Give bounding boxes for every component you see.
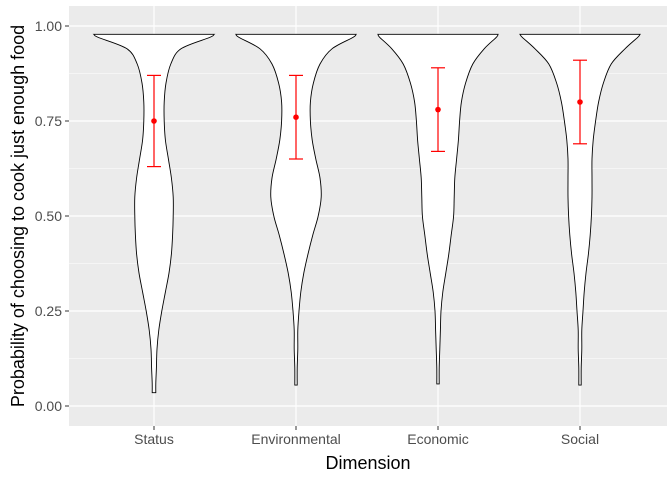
y-tick-label: 0.50 bbox=[35, 208, 62, 224]
violin-status bbox=[92, 33, 216, 394]
x-axis-title: Dimension bbox=[325, 453, 410, 473]
y-tick-label: 0.00 bbox=[35, 398, 62, 414]
x-axis: Status Environmental Economic Social bbox=[134, 426, 599, 447]
y-tick-label: 1.00 bbox=[35, 18, 62, 34]
violin-economic bbox=[377, 33, 499, 385]
x-tick-label: Status bbox=[134, 431, 174, 447]
mean-point-economic bbox=[435, 106, 441, 113]
mean-point-social bbox=[577, 99, 583, 105]
y-axis-title: Probability of choosing to cook just eno… bbox=[8, 25, 28, 407]
y-axis: 0.00 0.25 0.50 0.75 1.00 bbox=[35, 18, 69, 414]
mean-point-environmental bbox=[293, 114, 299, 120]
violin-social bbox=[519, 33, 641, 386]
y-tick-label: 0.25 bbox=[35, 303, 62, 319]
y-tick-label: 0.75 bbox=[35, 113, 62, 129]
x-tick-label: Economic bbox=[407, 431, 468, 447]
x-tick-label: Environmental bbox=[251, 431, 341, 447]
violins bbox=[92, 33, 641, 394]
x-tick-label: Social bbox=[561, 431, 599, 447]
mean-point-status bbox=[151, 118, 157, 124]
mean-points bbox=[151, 99, 583, 124]
violin-environmental bbox=[234, 33, 358, 386]
